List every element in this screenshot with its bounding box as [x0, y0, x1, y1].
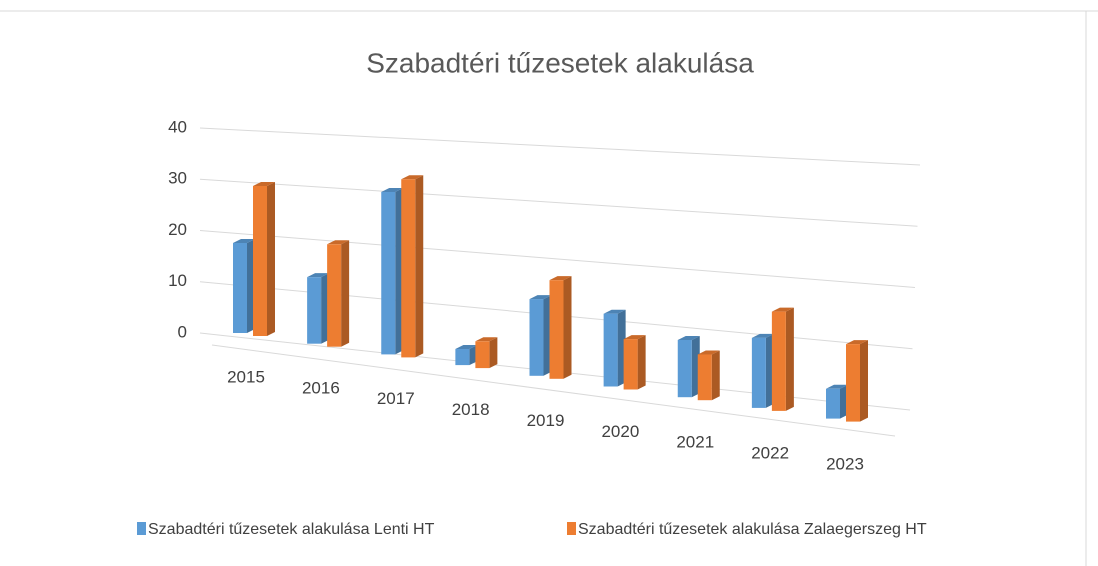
bar — [475, 337, 498, 369]
bar — [697, 350, 720, 401]
bar-side — [415, 175, 424, 358]
bar-front — [307, 277, 322, 344]
bar-side — [267, 182, 275, 336]
bar-front — [401, 179, 416, 358]
bar-front — [233, 243, 247, 333]
bar-side — [711, 350, 720, 401]
legend-label: Szabadtéri tűzesetek alakulása Zalaegers… — [578, 521, 927, 538]
bar — [529, 295, 552, 376]
bar-top — [603, 309, 626, 314]
bar — [623, 335, 646, 390]
grid-line — [199, 178, 918, 227]
bar-top — [846, 340, 868, 345]
legend-swatch — [567, 522, 576, 535]
bar — [846, 340, 868, 422]
bar-top — [307, 273, 330, 278]
bar-top — [475, 337, 498, 342]
x-tick-label: 2019 — [527, 411, 565, 430]
bar-front — [475, 341, 490, 369]
bar-front — [253, 186, 267, 336]
floor-edge — [211, 344, 896, 437]
bar-top — [826, 384, 848, 389]
bar-front — [603, 313, 618, 387]
y-tick-label: 30 — [168, 169, 187, 188]
bar-top — [771, 307, 794, 312]
bar-top — [623, 335, 646, 340]
bar-front — [327, 244, 342, 347]
chart-title: Szabadtéri tűzesetek alakulása — [366, 47, 754, 78]
bar-side — [860, 340, 868, 422]
bar — [327, 240, 350, 347]
x-tick-label: 2023 — [826, 454, 864, 473]
bar-front — [771, 311, 786, 411]
bar-top — [401, 175, 424, 180]
x-tick-label: 2020 — [601, 422, 639, 441]
bar-top — [233, 239, 255, 243]
bar-top — [529, 295, 552, 300]
bar-front — [826, 388, 840, 419]
bar-front — [529, 299, 544, 376]
bar-top — [327, 240, 350, 245]
y-tick-label: 40 — [168, 117, 187, 136]
bar — [401, 175, 424, 358]
bar-front — [381, 191, 396, 355]
bar-top — [549, 276, 572, 281]
bar-front — [549, 280, 564, 379]
grid-line — [199, 230, 916, 288]
bar — [751, 333, 774, 408]
bar — [381, 187, 404, 355]
bar — [677, 336, 700, 398]
bar — [771, 307, 794, 411]
bar-front — [623, 339, 638, 390]
x-tick-label: 2016 — [302, 378, 340, 397]
bar-top — [697, 350, 720, 355]
bar-side — [785, 307, 794, 411]
bar-top — [253, 182, 275, 186]
bar-side — [341, 240, 350, 347]
x-tick-label: 2015 — [227, 367, 265, 386]
bar-top — [455, 345, 478, 350]
y-tick-label: 10 — [168, 271, 187, 290]
bar-front — [751, 337, 766, 408]
bar — [603, 309, 626, 387]
bar-front — [846, 344, 860, 422]
legend-label: Szabadtéri tűzesetek alakulása Lenti HT — [148, 521, 435, 538]
bar-side — [637, 335, 646, 390]
bar-front — [455, 349, 470, 366]
bar — [549, 276, 572, 379]
x-tick-label: 2017 — [377, 389, 415, 408]
bar-top — [381, 187, 404, 192]
y-tick-label: 20 — [168, 220, 187, 239]
x-tick-label: 2022 — [751, 444, 789, 463]
x-tick-label: 2021 — [676, 433, 714, 452]
bar-top — [677, 336, 700, 340]
bar-front — [697, 354, 712, 401]
bar-front — [677, 340, 692, 398]
bar-side — [563, 276, 572, 379]
x-tick-label: 2018 — [452, 400, 490, 419]
grid-line — [199, 127, 921, 166]
bar-side — [489, 337, 498, 369]
bar — [253, 182, 275, 336]
bar — [233, 239, 255, 333]
legend-swatch — [137, 522, 146, 535]
bar — [826, 384, 848, 419]
y-tick-label: 0 — [178, 322, 187, 341]
bar — [307, 273, 330, 344]
bar — [455, 345, 478, 366]
bar-top — [751, 333, 774, 338]
